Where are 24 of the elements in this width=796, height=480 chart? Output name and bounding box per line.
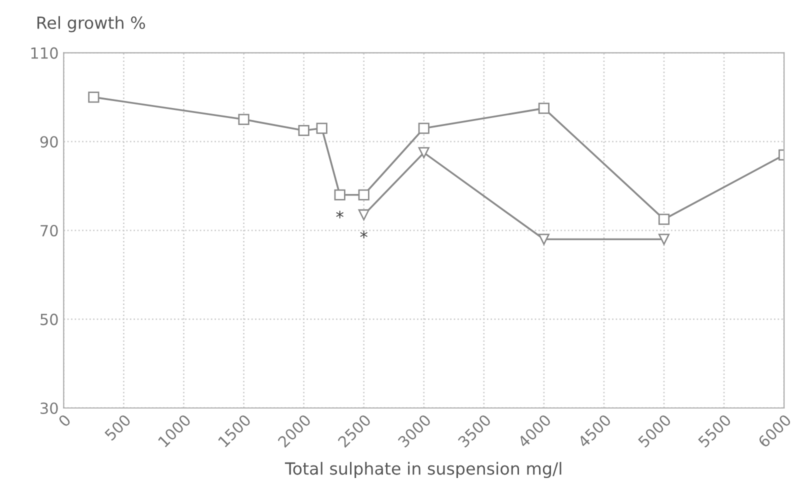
point [238, 114, 250, 125]
annotation: * [360, 230, 368, 238]
point [658, 214, 670, 225]
x-axis-title: Total sulphate in suspension mg/l [284, 462, 562, 478]
y-tick-label: 110 [31, 47, 58, 59]
y-axis-title: Rel growth % [37, 16, 146, 32]
x-tick-label: 0 [58, 414, 72, 428]
point [418, 122, 430, 134]
point [334, 189, 346, 200]
point [298, 124, 310, 136]
annotation: * [336, 210, 344, 218]
point [538, 102, 550, 114]
y-tick-label: 90 [40, 136, 58, 148]
point [316, 122, 328, 134]
y-tick-label: 50 [40, 314, 58, 326]
point [658, 234, 670, 245]
point [358, 209, 370, 220]
point [88, 92, 100, 103]
x-tick-label: 500 [104, 414, 132, 442]
point [538, 234, 550, 245]
y-tick-label: 70 [40, 224, 58, 236]
point [358, 189, 370, 200]
y-tick-label: 30 [40, 402, 58, 414]
point [418, 147, 430, 158]
